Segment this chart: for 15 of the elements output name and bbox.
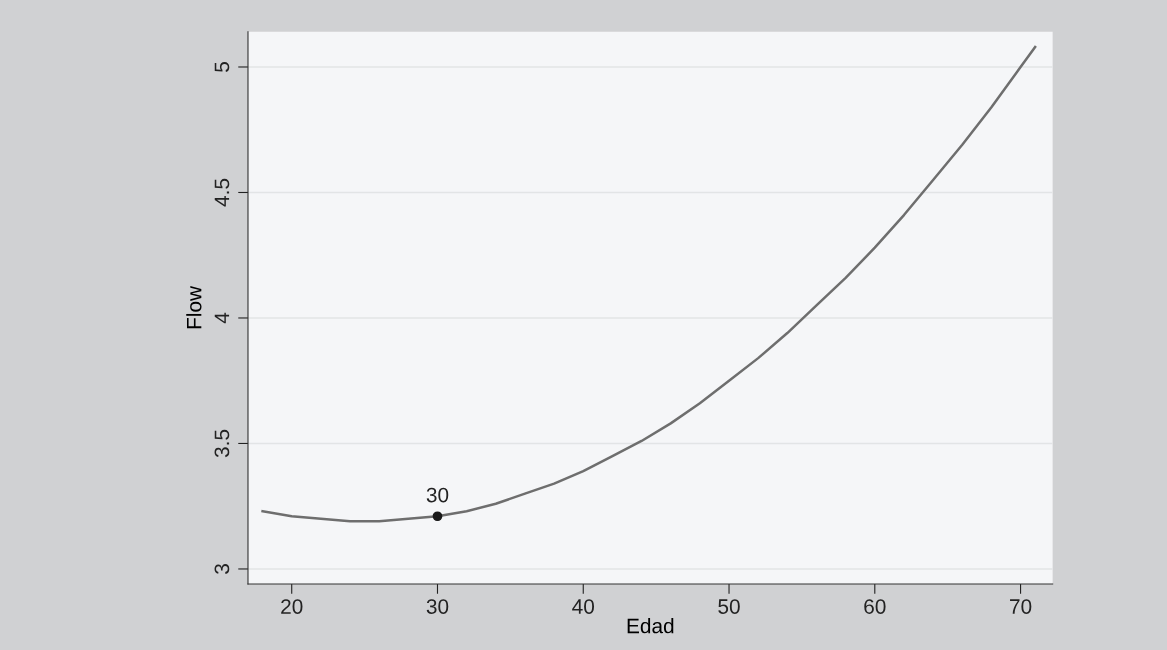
- x-tick-label: 30: [426, 599, 449, 614]
- y-tick-label: 4.5: [214, 178, 230, 207]
- line-series: [261, 45, 1037, 523]
- x-tick-label: 40: [572, 599, 595, 614]
- annotation: 30: [426, 487, 449, 503]
- x-tick-label: 20: [281, 599, 303, 614]
- y-tick-label: 3: [214, 564, 230, 574]
- y-tick-label: 5: [214, 62, 230, 72]
- x-axis-title: Edad: [627, 618, 674, 634]
- x-tick-label: 60: [864, 599, 886, 614]
- x-tick-label: 50: [718, 599, 740, 614]
- x-tick-label: 70: [1010, 599, 1032, 614]
- y-tick-label: 4: [214, 312, 230, 324]
- y-tick-label: 3.5: [214, 429, 230, 458]
- y-axis-title: Flow: [186, 285, 202, 329]
